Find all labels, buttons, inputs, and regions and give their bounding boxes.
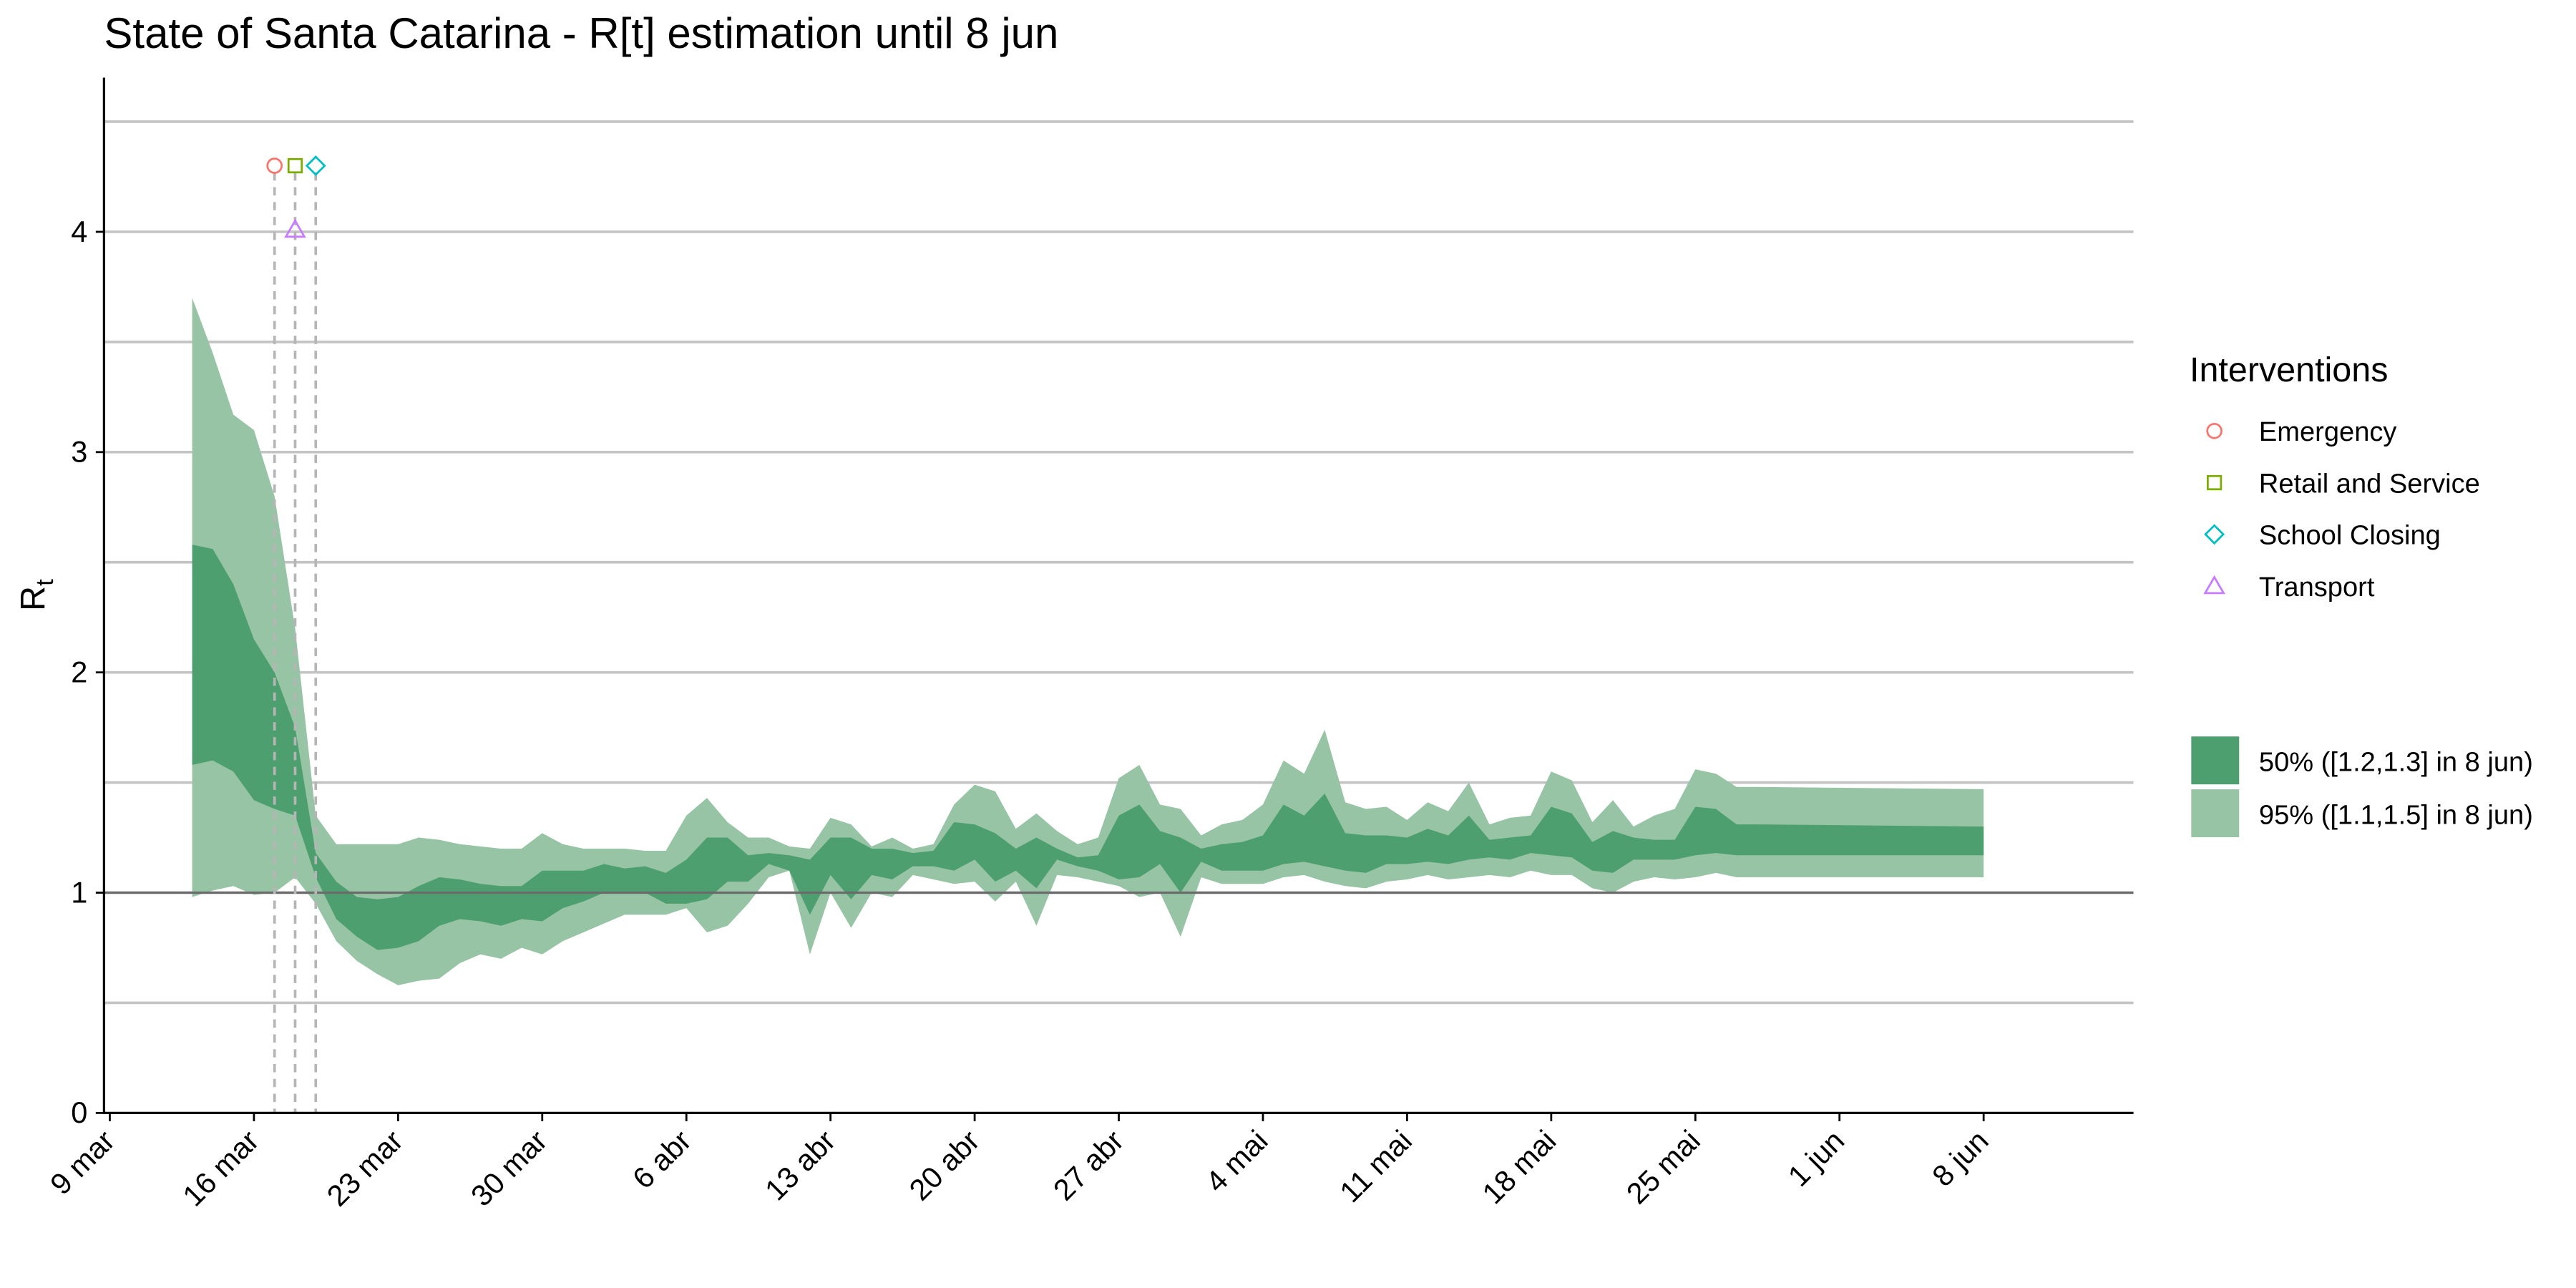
- x-tick-label: 13 abr: [758, 1123, 842, 1207]
- x-tick-label: 23 mar: [320, 1123, 409, 1213]
- y-tick-label: 2: [71, 655, 87, 689]
- x-tick-label: 27 abr: [1047, 1123, 1131, 1207]
- x-tick-label: 18 mai: [1475, 1123, 1562, 1210]
- legend-marker-transport: [2203, 575, 2225, 595]
- y-tick-label: 3: [71, 435, 87, 469]
- chart-title: State of Santa Catarina - R[t] estimatio…: [104, 9, 1058, 57]
- y-tick-label: 4: [71, 215, 87, 248]
- x-tick-label: 8 jun: [1926, 1123, 1995, 1193]
- x-tick-label: 6 abr: [626, 1123, 698, 1195]
- y-axis-title: Rt: [14, 579, 59, 611]
- y-tick-label: 1: [71, 875, 87, 909]
- legend-band-label: 50% ([1.2,1.3] in 8 jun): [2259, 748, 2533, 778]
- legend-marker-emergency: [2206, 423, 2223, 439]
- legend-label: Retail and Service: [2259, 469, 2480, 499]
- intervention-marker-transport: [284, 218, 306, 238]
- x-tick-label: 4 mai: [1199, 1123, 1274, 1199]
- band-50: [192, 545, 1984, 950]
- legend-title: Interventions: [2190, 351, 2388, 389]
- legend-label: Transport: [2259, 572, 2375, 602]
- band-95: [192, 298, 1984, 985]
- legend-band-swatch: [2191, 736, 2240, 785]
- band-layer: [192, 298, 1984, 985]
- intervention-layer: [266, 155, 326, 1113]
- intervention-marker-retail-and-service: [287, 157, 303, 174]
- intervention-marker-school-closing: [305, 155, 326, 177]
- x-tick-label: 30 mar: [464, 1123, 554, 1213]
- intervention-marker-emergency: [266, 157, 283, 174]
- y-tick-label: 0: [71, 1096, 87, 1129]
- legend-band-label: 95% ([1.1,1.5] in 8 jun): [2259, 801, 2533, 831]
- x-tick-label: 1 jun: [1781, 1123, 1850, 1193]
- y-axis-title-sub: t: [31, 579, 59, 586]
- legend-marker-school-closing: [2204, 524, 2225, 545]
- legend-band-swatch: [2191, 789, 2240, 837]
- legend-label: Emergency: [2259, 417, 2397, 447]
- legend-marker-retail-and-service: [2206, 474, 2223, 491]
- x-tick-label: 11 mai: [1333, 1123, 1418, 1209]
- x-tick-label: 16 mar: [176, 1123, 265, 1213]
- x-tick-label: 25 mai: [1620, 1123, 1707, 1210]
- axis-layer: 0 1 2 3 4 9 mar 16 mar 23 mar 30 mar 6 abr 13 abr 2…: [14, 77, 2134, 1213]
- x-tick-label: 20 abr: [902, 1123, 986, 1207]
- x-tick-label: 9 mar: [44, 1123, 121, 1201]
- legend: Interventions Emergency Retail and Service…: [2190, 351, 2533, 837]
- y-axis-title-main: R: [14, 586, 52, 611]
- legend-label: School Closing: [2259, 521, 2441, 551]
